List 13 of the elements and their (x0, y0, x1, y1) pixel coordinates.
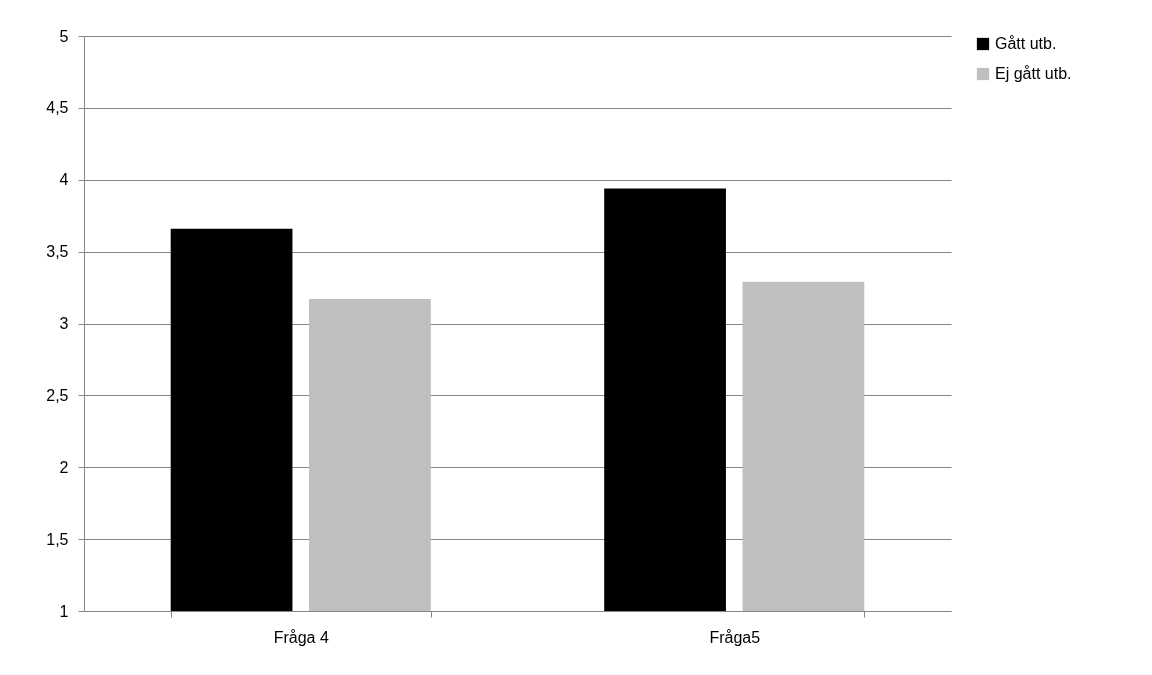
y-tick-label: 5 (59, 27, 69, 45)
y-tick-label: 3,5 (46, 243, 69, 261)
y-tick-label: 2 (59, 458, 69, 476)
x-tick-label: Fråga5 (709, 628, 761, 646)
y-tick-label: 1 (59, 602, 69, 620)
y-tick-label: 4,5 (46, 99, 69, 117)
y-tick-label: 2,5 (46, 386, 69, 404)
y-tick-label: 4 (59, 171, 69, 189)
y-tick-label: 3 (59, 315, 69, 332)
y-tick-label: 1,5 (46, 530, 69, 548)
x-tick-label: Fråga 4 (273, 628, 329, 646)
legend-label: Gått utb. (995, 35, 1057, 52)
legend-label: Ej gått utb. (995, 65, 1072, 82)
